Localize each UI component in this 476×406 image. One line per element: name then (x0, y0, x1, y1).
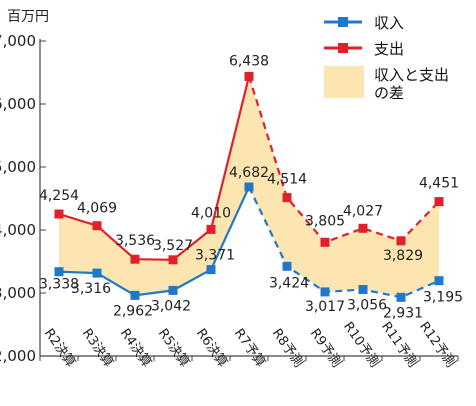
legend: 収入 支出 収入と支出 の差 (318, 9, 472, 107)
expense-marker (282, 193, 292, 203)
expense-marker (434, 197, 444, 207)
income-marker (396, 292, 406, 302)
series-layer (54, 71, 444, 302)
legend-difference-label-line2: の差 (374, 84, 404, 102)
y-tick-label: 5,000 (0, 158, 36, 176)
income-marker (244, 182, 254, 192)
y-tick-label: 2,000 (0, 347, 36, 365)
income-data-label: 3,316 (71, 281, 111, 297)
y-tick-label: 4,000 (0, 221, 36, 239)
income-marker (282, 261, 292, 271)
x-tick-label: R2決算 (41, 326, 78, 370)
expense-data-label: 3,527 (153, 238, 193, 254)
legend-expense-label: 支出 (374, 40, 404, 58)
expense-data-label: 3,805 (305, 213, 345, 229)
income-marker (130, 290, 140, 300)
legend-income-marker (338, 17, 348, 27)
income-data-label: 3,056 (347, 297, 387, 313)
income-data-label: 3,424 (269, 275, 309, 291)
expense-marker (320, 237, 330, 247)
income-data-label: 3,017 (305, 299, 345, 315)
expense-marker (396, 236, 406, 246)
expense-marker (244, 71, 254, 81)
expense-data-label: 4,451 (419, 176, 459, 192)
expense-data-label: 3,536 (115, 233, 155, 249)
x-tick-label: R10予測 (340, 319, 382, 370)
expense-line-solid (58, 76, 251, 261)
expense-data-label: 4,010 (191, 205, 231, 221)
income-line-dashed (248, 186, 440, 299)
expense-marker (130, 254, 140, 264)
legend-item-difference: 収入と支出 の差 (324, 66, 454, 102)
income-marker (206, 265, 216, 275)
x-tick-label: R11予測 (378, 319, 420, 370)
expense-data-label: 4,514 (267, 172, 307, 188)
x-tick-label: R12予測 (416, 319, 458, 370)
income-data-label: 2,962 (113, 303, 153, 319)
expense-data-label: 4,027 (343, 203, 383, 219)
income-marker (92, 268, 102, 278)
income-data-label: 3,338 (39, 277, 79, 293)
income-data-label: 3,195 (423, 290, 463, 306)
income-marker (168, 285, 178, 295)
expense-data-label: 3,829 (383, 248, 423, 264)
expense-line-dashed (247, 76, 440, 244)
legend-difference-swatch (324, 66, 364, 98)
x-tick-label: R7予算 (231, 326, 268, 370)
legend-difference-label: 収入と支出 の差 (374, 66, 454, 102)
income-data-label: 2,931 (383, 305, 423, 321)
legend-expense-marker (338, 43, 348, 53)
income-data-label: 3,371 (195, 248, 235, 264)
expense-data-label: 6,438 (229, 53, 269, 69)
expense-marker (206, 224, 216, 234)
income-marker (358, 285, 368, 294)
income-line-solid (58, 186, 250, 297)
expense-marker (54, 209, 64, 219)
income-data-label: 4,682 (229, 165, 269, 181)
y-tick-label: 3,000 (0, 284, 36, 302)
legend-income-label: 収入 (374, 14, 404, 32)
x-tick-label: R3決算 (79, 326, 116, 370)
x-tick-label: R4決算 (117, 326, 154, 370)
income-marker (434, 276, 444, 286)
x-tick-label: R9予測 (307, 326, 344, 370)
y-tick-label: 7,000 (0, 32, 36, 50)
income-marker (54, 267, 64, 277)
x-tick-label: R8予測 (269, 326, 306, 370)
y-tick-label: 6,000 (0, 95, 36, 113)
x-tick-label: R5決算 (155, 326, 192, 370)
expense-marker (168, 255, 178, 265)
income-marker (320, 287, 330, 297)
income-data-label: 3,042 (151, 298, 191, 314)
expense-marker (92, 221, 102, 231)
expense-data-label: 4,069 (77, 201, 117, 217)
y-unit-label: 百万円 (7, 9, 49, 25)
expense-marker (358, 223, 368, 233)
expense-data-label: 4,254 (39, 188, 79, 204)
x-tick-label: R6決算 (193, 326, 230, 370)
legend-item-income: 収入 (324, 14, 404, 32)
legend-item-expense: 支出 (324, 40, 404, 58)
legend-difference-label-line1: 収入と支出 (374, 66, 449, 84)
